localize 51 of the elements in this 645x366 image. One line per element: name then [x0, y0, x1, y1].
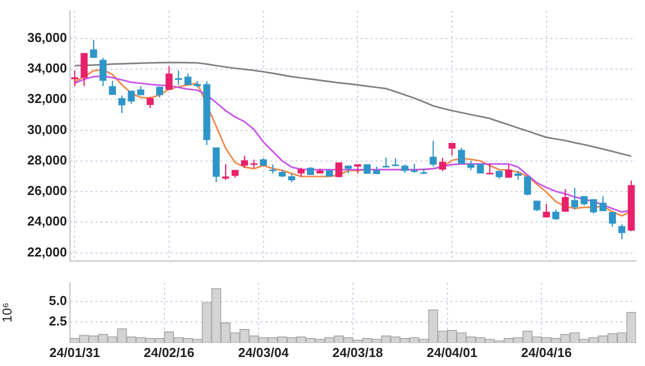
- x-tick-label: 24/02/16: [144, 344, 194, 360]
- candlestick: [542, 203, 550, 218]
- candlestick: [552, 208, 560, 220]
- y-tick-label: 34,000: [27, 60, 67, 76]
- candlestick: [71, 70, 78, 87]
- candlestick: [580, 196, 588, 206]
- candlestick: [618, 224, 626, 240]
- y-tick-label: 28,000: [27, 152, 67, 168]
- x-tick-label: 24/03/18: [332, 344, 384, 360]
- candlestick: [128, 90, 135, 104]
- candlestick: [108, 80, 116, 96]
- candlestick: [166, 65, 173, 90]
- candlestick: [608, 211, 616, 228]
- y-tick-label: 32,000: [27, 91, 67, 106]
- candlestick: [222, 164, 230, 181]
- candlestick: [486, 163, 494, 175]
- y-tick-label: 5.0: [48, 293, 67, 308]
- x-tick-label: 24/03/04: [238, 344, 290, 360]
- candlestick: [505, 164, 512, 178]
- y-tick-label: 2.5: [48, 314, 67, 329]
- candlestick: [382, 157, 390, 168]
- candlestick: [599, 196, 606, 212]
- y-axis-title: 10⁶: [0, 302, 14, 323]
- y-tick-label: 22,000: [27, 244, 67, 260]
- candlestick: [174, 70, 182, 86]
- candlestick: [562, 188, 569, 212]
- candlestick: [571, 187, 578, 210]
- candlestick: [524, 175, 532, 196]
- candlestick: [118, 94, 126, 114]
- x-tick-label: 24/04/16: [521, 344, 572, 360]
- candlestick: [430, 140, 437, 168]
- candlestick: [533, 200, 540, 212]
- candlestick: [458, 147, 465, 165]
- candlestick: [590, 198, 598, 214]
- y-tick-label: 30,000: [27, 122, 67, 137]
- x-tick-label: 24/01/31: [49, 344, 100, 360]
- candlestick: [439, 157, 446, 172]
- y-tick-label: 24,000: [27, 214, 67, 229]
- candlestick: [410, 163, 418, 174]
- candlestick: [184, 72, 192, 86]
- candlestick: [269, 164, 276, 174]
- x-tick-label: 24/04/01: [426, 344, 478, 360]
- candlestick: [241, 155, 248, 168]
- y-tick-label: 26,000: [27, 183, 67, 198]
- candlestick: [420, 168, 428, 175]
- candlestick: [448, 142, 456, 156]
- candlestick: [146, 96, 154, 109]
- candlestick: [467, 160, 474, 171]
- y-tick-label: 36,000: [27, 30, 67, 45]
- candlestick: [90, 39, 98, 58]
- candlestick: [100, 57, 107, 87]
